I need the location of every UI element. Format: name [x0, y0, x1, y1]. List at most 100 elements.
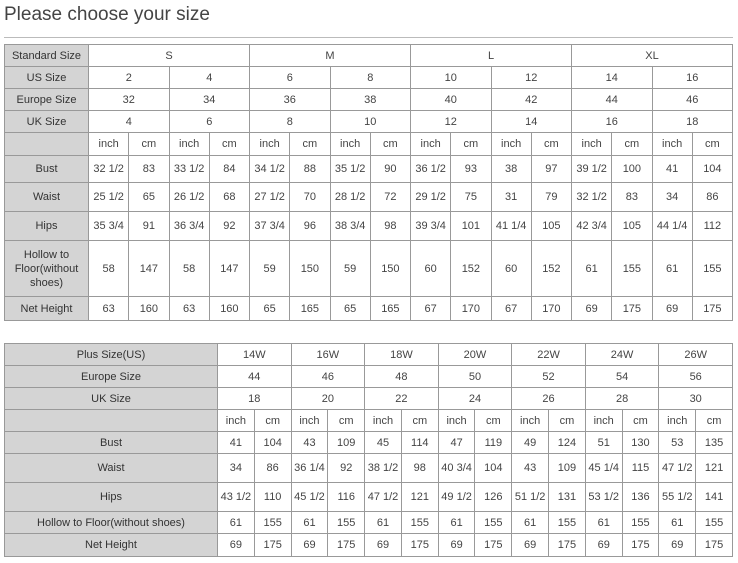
measurement-cell: 37 3/4 [248, 211, 291, 241]
size-cell: 18 [217, 387, 292, 410]
size-cell: 50 [437, 365, 513, 388]
measurement-cell: 61 [570, 240, 613, 297]
measurement-cell: 65 [329, 296, 371, 321]
row-label: Waist [4, 182, 89, 212]
measurement-cell: 141 [695, 482, 733, 512]
title-divider [4, 37, 733, 38]
measurement-cell: 69 [290, 533, 329, 557]
measurement-cell: 170 [450, 296, 492, 321]
measurement-cell: 150 [289, 240, 331, 297]
measurement-cell: 53 1/2 [584, 482, 623, 512]
unit-cell: inch [329, 132, 371, 156]
measurement-cell: 61 [437, 511, 476, 534]
size-cell: 36 [249, 88, 331, 111]
measurement-cell: 41 1/4 [490, 211, 532, 241]
measurement-cell: 47 1/2 [658, 453, 697, 483]
unit-cell: cm [621, 409, 660, 432]
measurement-row: Waist 25 1/2 65 26 1/2 68 27 1/2 70 28 1/2 72 29 … [4, 182, 734, 212]
measurement-cell: 51 [584, 431, 623, 454]
measurement-cell: 90 [369, 155, 412, 183]
measurement-cell: 28 1/2 [329, 182, 371, 212]
measurement-cell: 175 [474, 533, 513, 557]
unit-cell: inch [290, 409, 329, 432]
measurement-row: Hips 35 3/4 91 36 3/4 92 37 3/4 96 38 3/4 98 39 3… [4, 211, 734, 241]
size-header-row: UK Size 4 6 8 10 12 14 16 18 [4, 110, 733, 133]
measurement-cell: 75 [450, 182, 492, 212]
unit-cell: cm [289, 132, 331, 156]
row-label: Hips [4, 482, 218, 512]
size-cell: 44 [217, 365, 292, 388]
measurement-cell: 86 [691, 182, 734, 212]
measurement-cell: 165 [289, 296, 331, 321]
row-label: Hollow to Floor(without shoes) [4, 511, 218, 534]
size-cell: 12 [490, 66, 572, 89]
measurement-cell: 32 1/2 [87, 155, 130, 183]
unit-cell: cm [530, 132, 573, 156]
size-cell: 56 [658, 365, 733, 388]
measurement-cell: 114 [400, 431, 439, 454]
measurement-cell: 135 [695, 431, 733, 454]
measurement-cell: 65 [248, 296, 291, 321]
measurement-cell: 47 [437, 431, 476, 454]
measurement-cell: 152 [530, 240, 573, 297]
size-cell: S [88, 44, 250, 67]
size-cell: 54 [584, 365, 660, 388]
measurement-cell: 155 [474, 511, 513, 534]
measurement-cell: 116 [327, 482, 366, 512]
measurement-cell: 160 [128, 296, 170, 321]
measurement-cell: 69 [437, 533, 476, 557]
measurement-cell: 72 [369, 182, 412, 212]
size-header-row: US Size 2 4 6 8 10 12 14 16 [4, 66, 733, 89]
measurement-cell: 130 [621, 431, 660, 454]
measurement-cell: 147 [128, 240, 170, 297]
unit-cell: inch [87, 132, 130, 156]
measurement-cell: 29 1/2 [409, 182, 452, 212]
measurement-cell: 49 1/2 [437, 482, 476, 512]
measurement-cell: 69 [511, 533, 550, 557]
size-cell: 14W [217, 343, 292, 366]
measurement-cell: 155 [253, 511, 292, 534]
row-label [4, 132, 89, 156]
measurement-cell: 45 [364, 431, 402, 454]
measurement-cell: 150 [369, 240, 412, 297]
unit-cell: cm [611, 132, 653, 156]
size-cell: 38 [329, 88, 411, 111]
measurement-cell: 93 [450, 155, 492, 183]
measurement-cell: 175 [621, 533, 660, 557]
measurement-cell: 47 1/2 [364, 482, 402, 512]
size-cell: 4 [168, 66, 250, 89]
measurement-cell: 38 3/4 [329, 211, 371, 241]
measurement-row: Hips 43 1/2 110 45 1/2 116 47 1/2 121 49 1/2 126… [4, 482, 733, 512]
measurement-cell: 43 1/2 [217, 482, 255, 512]
size-header-row: Plus Size(US) 14W 16W 18W 20W 22W 24W 26W [4, 343, 733, 366]
measurement-cell: 69 [651, 296, 693, 321]
size-cell: 46 [651, 88, 733, 111]
size-cell: 46 [290, 365, 366, 388]
measurement-row: Bust 32 1/2 83 33 1/2 84 34 1/2 88 35 1/2 90 36 1… [4, 155, 734, 183]
measurement-cell: 38 [490, 155, 532, 183]
size-cell: 44 [571, 88, 653, 111]
measurement-cell: 39 3/4 [409, 211, 452, 241]
unit-cell: inch [658, 409, 697, 432]
measurement-cell: 40 3/4 [437, 453, 476, 483]
standard-size-table: Standard Size S M L XL US Size 2 4 6 8 10 12 14 16 Eur… [4, 44, 734, 321]
unit-cell: cm [327, 409, 366, 432]
row-label: Standard Size [4, 44, 89, 67]
measurement-cell: 70 [289, 182, 331, 212]
measurement-cell: 155 [548, 511, 586, 534]
size-cell: 6 [168, 110, 250, 133]
size-cell: 4 [88, 110, 170, 133]
size-cell: 18 [651, 110, 733, 133]
size-cell: 52 [511, 365, 586, 388]
measurement-row: Net Height 63 160 63 160 65 165 65 165 67 170 67 170… [4, 296, 734, 321]
size-cell: 14 [571, 66, 653, 89]
measurement-cell: 25 1/2 [87, 182, 130, 212]
row-label: Europe Size [4, 88, 89, 111]
measurement-cell: 131 [548, 482, 586, 512]
measurement-cell: 27 1/2 [248, 182, 291, 212]
unit-cell: inch [584, 409, 623, 432]
measurement-cell: 83 [611, 182, 653, 212]
unit-cell: inch [168, 132, 210, 156]
unit-cell: inch [490, 132, 532, 156]
unit-cell: cm [400, 409, 439, 432]
